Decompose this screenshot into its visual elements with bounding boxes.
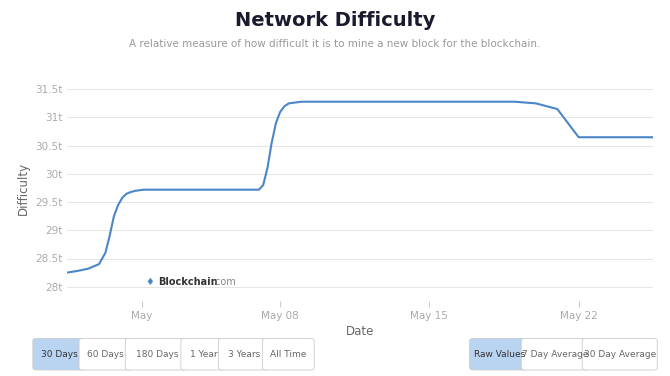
Text: 3 Years: 3 Years — [228, 350, 261, 359]
Text: All Time: All Time — [270, 350, 307, 359]
Text: Blockchain: Blockchain — [158, 277, 218, 287]
Text: 60 Days: 60 Days — [88, 350, 124, 359]
Text: Network Difficulty: Network Difficulty — [234, 11, 436, 30]
Text: A relative measure of how difficult it is to mine a new block for the blockchain: A relative measure of how difficult it i… — [129, 39, 541, 50]
Text: 7 Day Average: 7 Day Average — [522, 350, 589, 359]
Text: .com: .com — [212, 277, 236, 287]
Text: Raw Values: Raw Values — [474, 350, 525, 359]
X-axis label: Date: Date — [346, 325, 375, 338]
Text: 30 Day Average: 30 Day Average — [584, 350, 656, 359]
Text: 180 Days: 180 Days — [135, 350, 178, 359]
Text: ♦: ♦ — [146, 277, 158, 287]
Y-axis label: Difficulty: Difficulty — [17, 161, 30, 215]
Text: 30 Days: 30 Days — [42, 350, 78, 359]
Text: 1 Year: 1 Year — [190, 350, 217, 359]
